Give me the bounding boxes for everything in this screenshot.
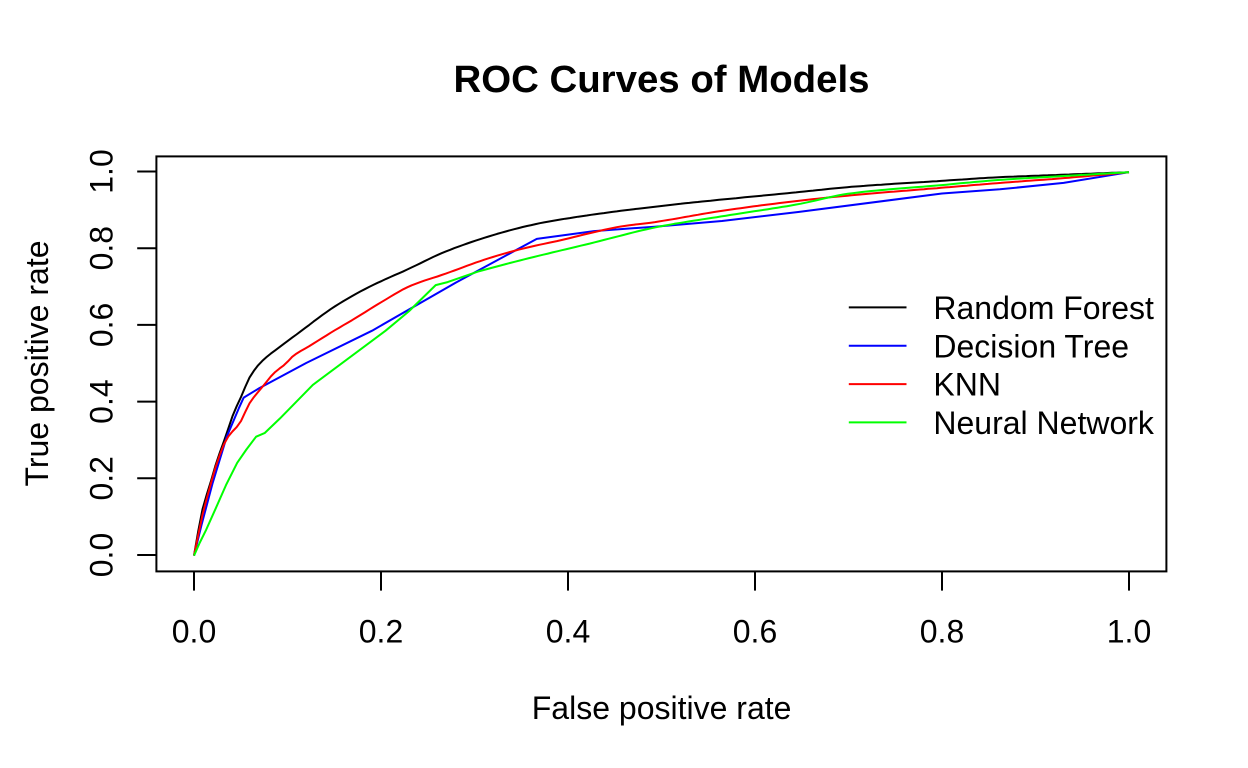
svg-text:KNN: KNN (933, 367, 1001, 403)
svg-text:0.2: 0.2 (83, 456, 119, 500)
svg-text:ROC Curves of Models: ROC Curves of Models (454, 58, 870, 101)
svg-text:0.8: 0.8 (83, 226, 119, 270)
svg-text:0.6: 0.6 (733, 614, 777, 650)
svg-text:0.6: 0.6 (83, 303, 119, 347)
svg-text:Random Forest: Random Forest (933, 290, 1154, 326)
svg-text:0.4: 0.4 (83, 379, 119, 423)
svg-text:0.8: 0.8 (920, 614, 964, 650)
svg-text:1.0: 1.0 (1107, 614, 1151, 650)
svg-text:Decision Tree: Decision Tree (933, 328, 1129, 364)
svg-text:0.0: 0.0 (172, 614, 216, 650)
svg-text:0.4: 0.4 (546, 614, 590, 650)
svg-text:1.0: 1.0 (83, 149, 119, 193)
svg-text:0.2: 0.2 (359, 614, 403, 650)
svg-text:0.0: 0.0 (83, 533, 119, 577)
svg-text:False positive rate: False positive rate (532, 690, 792, 726)
svg-text:Neural Network: Neural Network (933, 405, 1155, 441)
svg-text:True positive rate: True positive rate (19, 240, 55, 486)
